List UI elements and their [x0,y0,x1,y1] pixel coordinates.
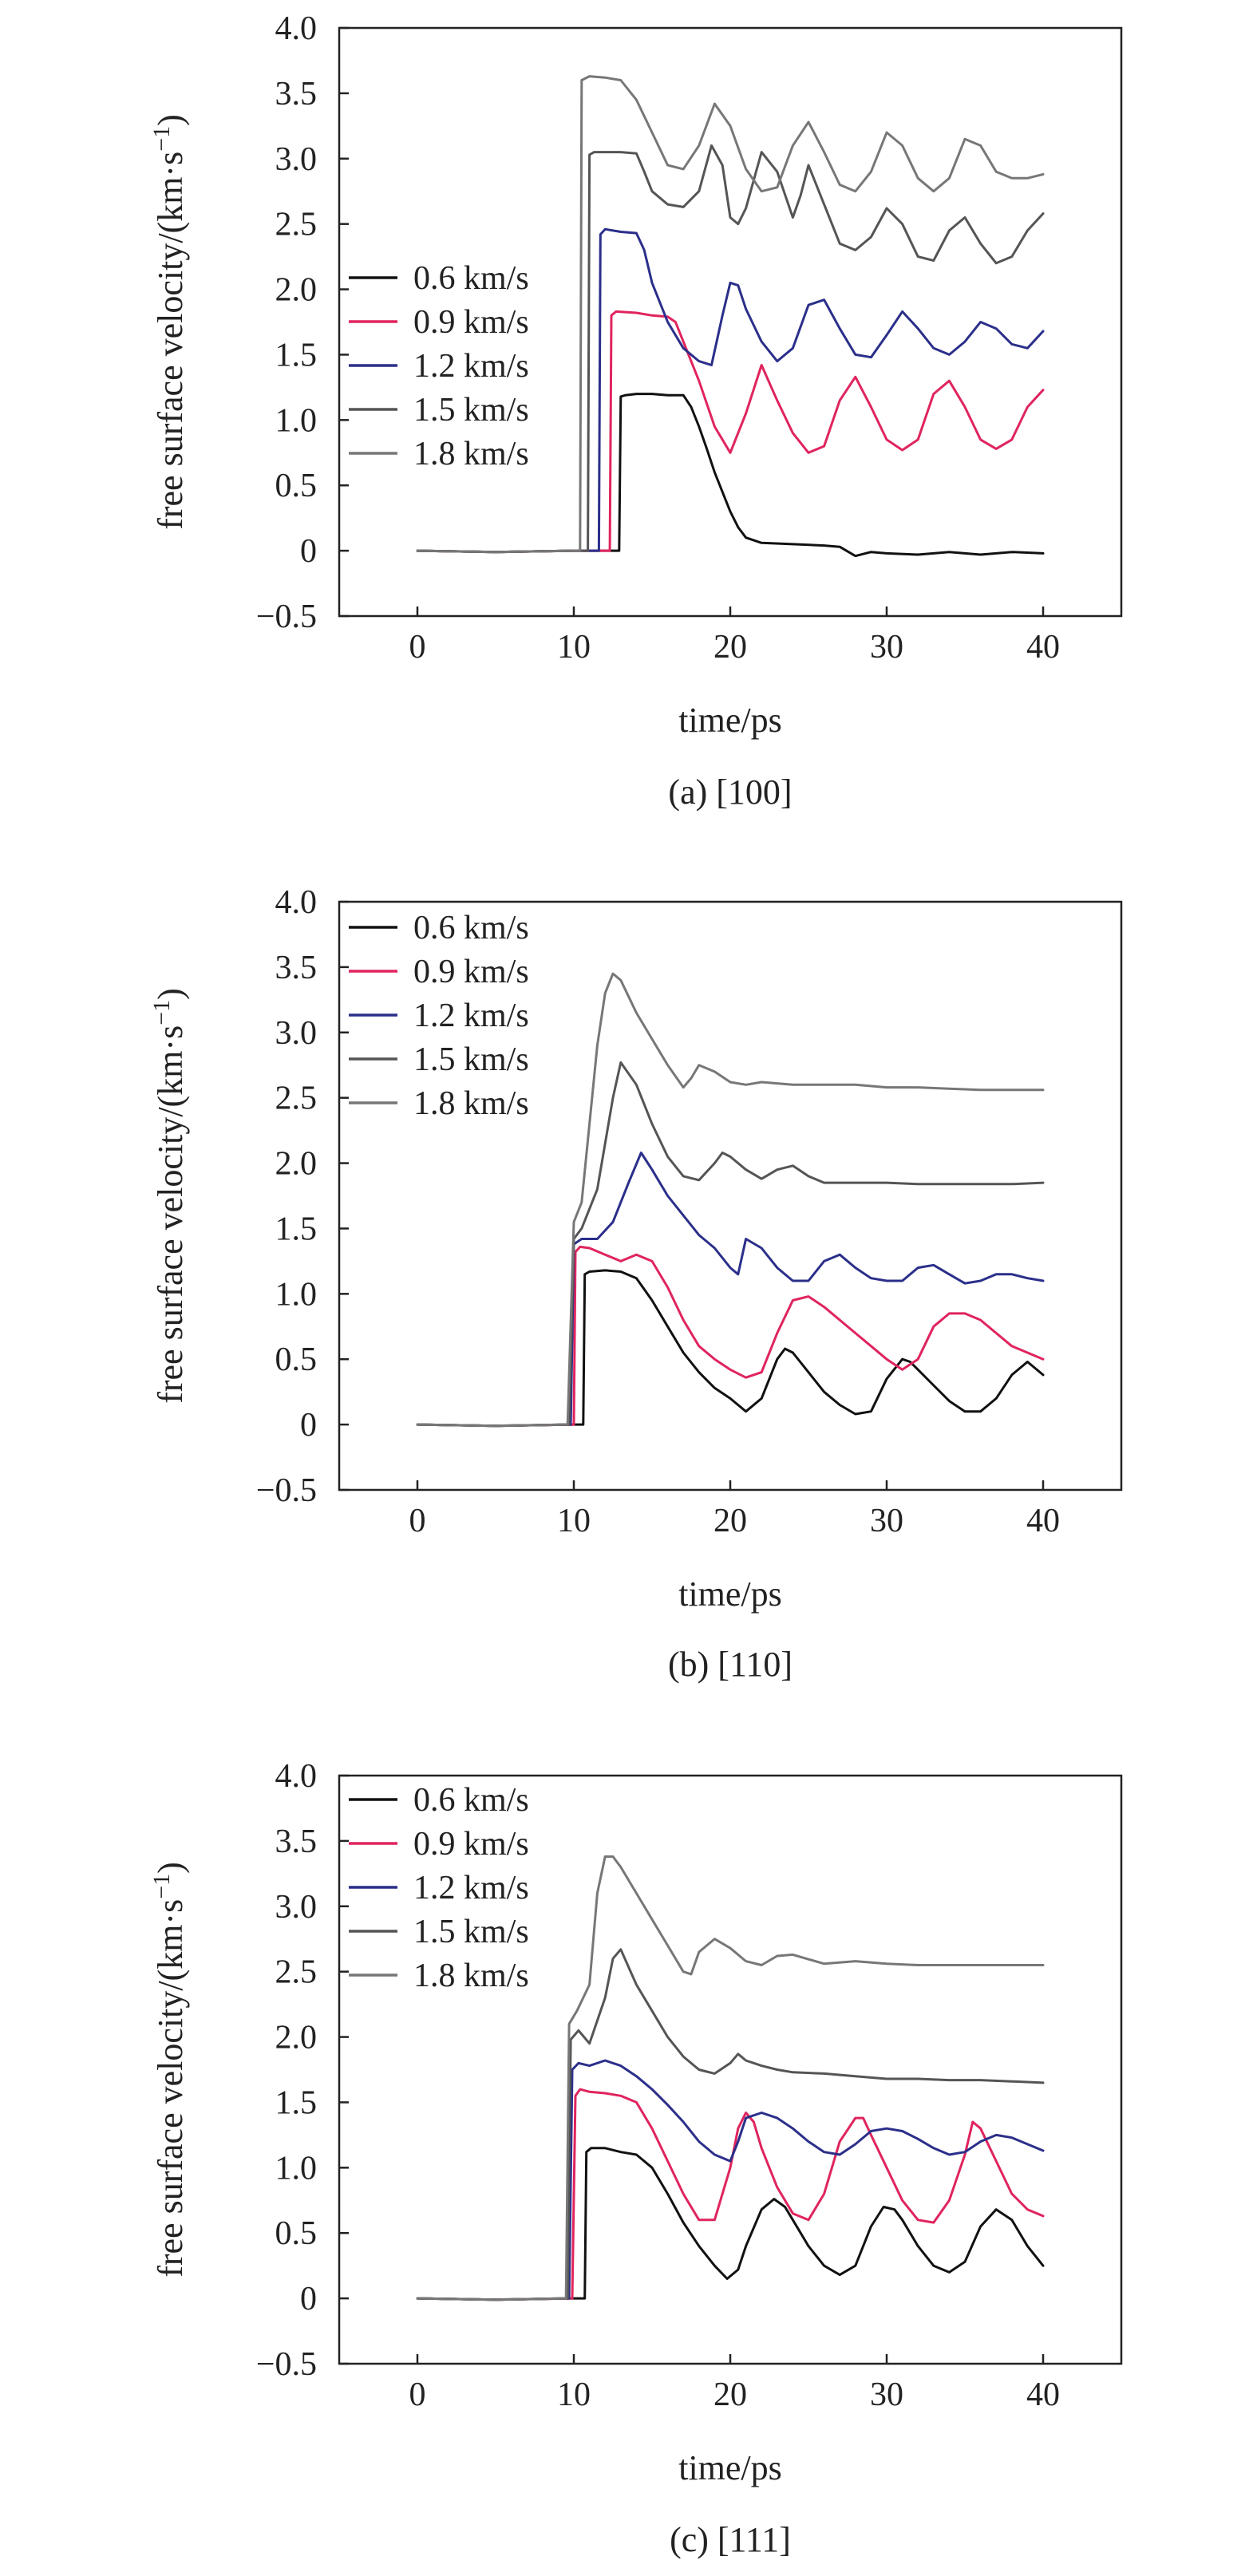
series-line-1-8-km-s [416,1855,1045,2301]
y-tick-label: 4.0 [275,884,318,921]
series-group [416,972,1045,1428]
legend-label: 1.8 km/s [413,1958,529,1994]
y-tick-label: 3.0 [275,1015,318,1052]
x-tick-label: 10 [557,629,591,666]
y-tick-label: −0.5 [256,2346,317,2383]
y-tick-label: 3.5 [275,1823,318,1860]
legend: 0.6 km/s 0.9 km/s 1.2 km/s 1.5 km/s 1.8 km/s [349,260,529,472]
y-tick-label: 3.0 [275,1889,318,1926]
series-group [416,1855,1045,2301]
x-axis-label: time/ps [678,2448,782,2487]
panel-caption: (a) [100] [668,772,792,812]
series-line-1-8-km-s [416,972,1045,1428]
legend-label: 0.6 km/s [413,260,529,297]
x-tick-label: 40 [1026,1503,1060,1539]
series-line-1-2-km-s [416,227,1045,554]
panel-caption: (b) [110] [668,1645,793,1684]
legend-label: 1.5 km/s [413,392,529,429]
chart-panel-a: 0 10 20 30 40 −0.5 0 0.5 1.0 1.5 2.0 2.5 3.0 3.5 4.0 ti… [148,10,1123,812]
legend-label: 0.9 km/s [413,954,529,990]
legend-label: 0.9 km/s [413,304,529,341]
y-tick-label: 1.5 [275,1211,318,1247]
series-line-0-6-km-s [416,393,1045,558]
x-tick-label: 10 [557,1503,591,1539]
series-group [416,75,1045,558]
x-tick-label: 0 [409,1503,426,1539]
y-tick-label: −0.5 [256,1472,317,1509]
y-tick-label: 0.5 [275,1341,318,1378]
legend: 0.6 km/s 0.9 km/s 1.2 km/s 1.5 km/s 1.8 km/s [349,910,529,1122]
legend-label: 1.2 km/s [413,998,529,1034]
legend-label: 1.5 km/s [413,1041,529,1078]
series-line-1-5-km-s [416,1061,1045,1428]
series-line-0-9-km-s [416,310,1045,554]
y-tick-label: 2.5 [275,1954,318,1991]
panel-caption: (c) [111] [670,2520,791,2559]
y-tick-label: 2.5 [275,207,318,243]
legend-label: 0.6 km/s [413,1782,529,1819]
y-tick-label: 1.5 [275,337,318,373]
legend-label: 1.2 km/s [413,348,529,385]
legend-label: 1.5 km/s [413,1914,529,1950]
y-tick-label: 3.5 [275,950,318,986]
series-line-0-9-km-s [416,2088,1045,2301]
x-tick-label: 30 [870,1503,903,1539]
y-axis-label: free surface velocity/(km·s−1) [148,114,190,530]
x-tick-label: 30 [870,629,903,666]
y-tick-label: 1.0 [275,2150,318,2187]
y-tick-label: 1.5 [275,2084,318,2121]
legend-label: 0.9 km/s [413,1826,529,1863]
legend-label: 0.6 km/s [413,910,529,946]
x-tick-label: 20 [713,1503,747,1539]
x-tick-label: 40 [1026,629,1060,666]
series-line-0-9-km-s [416,1245,1045,1428]
series-line-1-5-km-s [416,144,1045,554]
x-tick-label: 30 [870,2376,903,2413]
series-line-0-6-km-s [416,2147,1045,2301]
y-tick-label: 0 [300,1407,317,1444]
y-tick-label: 4.0 [275,10,318,47]
series-line-1-2-km-s [416,2059,1045,2301]
series-line-1-2-km-s [416,1152,1045,1428]
y-tick-label: 0.5 [275,468,318,504]
y-tick-label: 0.5 [275,2215,318,2252]
y-axis-label: free surface velocity/(km·s−1) [148,988,190,1404]
y-tick-label: 0 [300,533,317,570]
legend-label: 1.2 km/s [413,1870,529,1906]
y-tick-label: 0 [300,2281,317,2317]
x-tick-label: 0 [409,629,426,666]
y-tick-label: 1.0 [275,402,318,439]
x-tick-label: 20 [713,629,747,666]
x-tick-label: 20 [713,2376,747,2413]
y-tick-label: 4.0 [275,1758,318,1795]
series-line-1-8-km-s [416,75,1045,554]
y-tick-label: 2.5 [275,1081,318,1117]
x-tick-label: 40 [1026,2376,1060,2413]
y-tick-label: 3.0 [275,141,318,178]
x-tick-label: 0 [409,2376,426,2413]
y-tick-label: −0.5 [256,599,317,635]
series-line-0-6-km-s [416,1269,1045,1428]
chart-panel-c: 0 10 20 30 40 −0.5 0 0.5 1.0 1.5 2.0 2.5 3.0 3.5 4.0 ti… [148,1758,1123,2559]
x-axis-label: time/ps [678,701,782,740]
y-tick-label: 2.0 [275,272,318,309]
x-axis-label: time/ps [678,1574,782,1614]
y-axis-label: free surface velocity/(km·s−1) [148,1862,190,2278]
y-tick-label: 3.5 [275,76,318,113]
legend-label: 1.8 km/s [413,1085,529,1122]
series-line-1-5-km-s [416,1948,1045,2301]
y-tick-label: 2.0 [275,1146,318,1183]
chart-panel-b: 0 10 20 30 40 −0.5 0 0.5 1.0 1.5 2.0 2.5 3.0 3.5 4.0 ti… [148,884,1123,1684]
legend: 0.6 km/s 0.9 km/s 1.2 km/s 1.5 km/s 1.8 km/s [349,1782,529,1994]
y-tick-label: 1.0 [275,1276,318,1313]
y-tick-label: 2.0 [275,2020,318,2056]
x-tick-label: 10 [557,2376,591,2413]
legend-label: 1.8 km/s [413,436,529,472]
